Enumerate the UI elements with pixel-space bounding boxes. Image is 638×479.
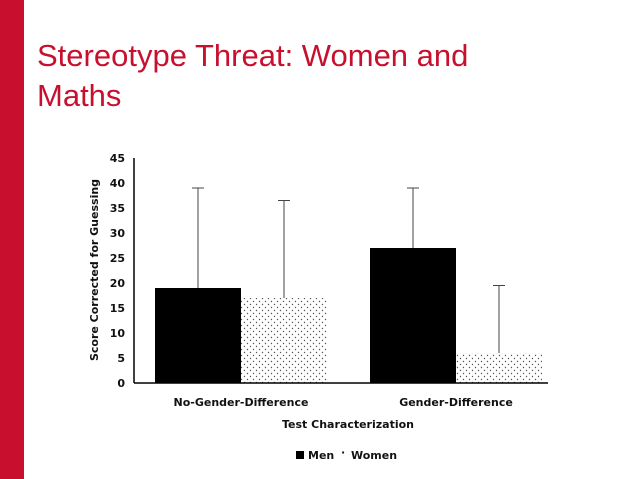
- bar-women-1: [241, 298, 327, 383]
- bars: [155, 248, 542, 383]
- x-axis-label: Test Characterization: [282, 418, 414, 431]
- x-tick-label: No-Gender-Difference: [174, 396, 309, 409]
- error-bars: [192, 187, 505, 353]
- legend-label-women: Women: [351, 449, 397, 462]
- y-tick-labels: 0 5 10 15 20 25 30 35 40 45: [110, 152, 126, 390]
- bar-men-2: [370, 248, 456, 383]
- legend-swatch-men: [296, 451, 304, 459]
- legend: Men · Women: [296, 446, 397, 462]
- y-tick-label: 45: [110, 152, 125, 165]
- y-tick-label: 15: [110, 302, 125, 315]
- slide-title: Stereotype Threat: Women and Maths: [37, 36, 617, 116]
- bar-men-1: [155, 288, 241, 383]
- accent-bar: [0, 0, 24, 479]
- y-tick-label: 40: [110, 177, 126, 190]
- title-line-1: Stereotype Threat: Women and: [37, 38, 469, 73]
- y-tick-label: 5: [117, 352, 125, 365]
- title-line-2: Maths: [37, 78, 122, 113]
- y-tick-label: 0: [117, 377, 125, 390]
- legend-label-men: Men: [308, 449, 334, 462]
- y-tick-label: 10: [110, 327, 126, 340]
- axes: [133, 158, 548, 384]
- y-tick-label: 25: [110, 252, 125, 265]
- y-tick-label: 20: [110, 277, 126, 290]
- legend-separator: ·: [341, 446, 345, 459]
- y-tick-label: 35: [110, 202, 125, 215]
- y-tick-label: 30: [110, 227, 126, 240]
- x-tick-label: Gender-Difference: [399, 396, 513, 409]
- y-axis-label: Score Corrected for Guessing: [88, 179, 101, 361]
- x-tick-labels: No-Gender-Difference Gender-Difference: [174, 396, 513, 409]
- bar-women-2: [456, 353, 542, 383]
